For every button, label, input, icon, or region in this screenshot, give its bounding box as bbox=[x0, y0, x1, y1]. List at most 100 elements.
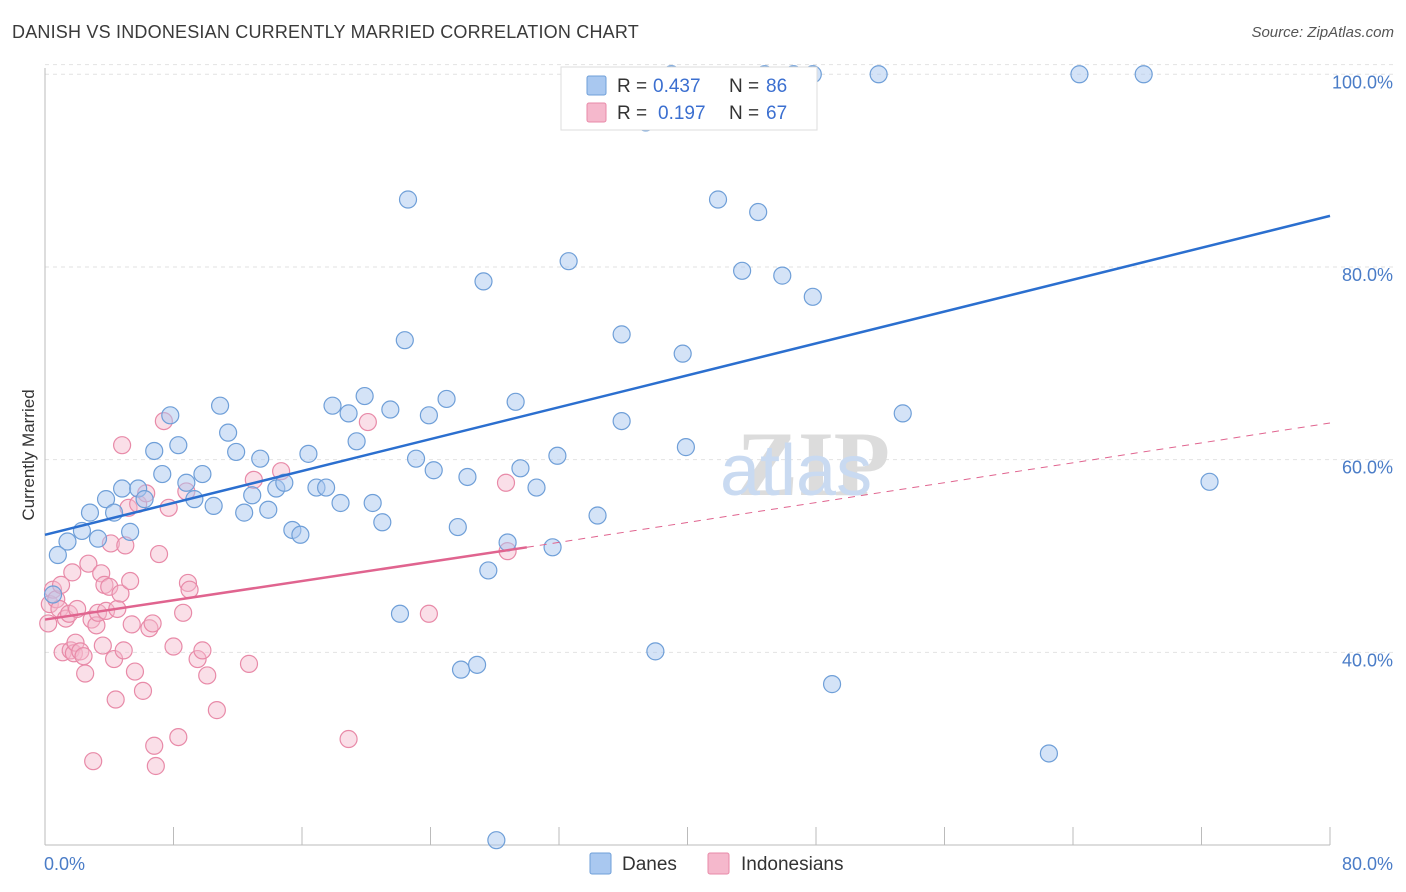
series-legend: Danes Indonesians bbox=[589, 852, 843, 875]
danes-point bbox=[161, 406, 180, 425]
danes-point bbox=[733, 261, 752, 280]
chart-title: DANISH VS INDONESIAN CURRENTLY MARRIED C… bbox=[12, 22, 639, 42]
danes-point bbox=[708, 190, 728, 209]
danes-point bbox=[259, 500, 278, 519]
indonesians-point bbox=[63, 563, 82, 582]
indonesians-points bbox=[39, 411, 517, 776]
danes-point bbox=[193, 464, 212, 484]
bottom-legend-swatch-indonesians bbox=[707, 852, 730, 875]
danes-point bbox=[204, 496, 223, 515]
indonesians-point bbox=[496, 473, 516, 492]
legend-n-label: N = bbox=[729, 103, 759, 124]
danes-point bbox=[331, 493, 350, 513]
source-credit: Source: ZipAtlas.com bbox=[1251, 24, 1394, 41]
indonesians-point bbox=[79, 554, 98, 573]
danes-point bbox=[448, 517, 467, 537]
indonesians-point bbox=[125, 662, 145, 681]
indonesians-point bbox=[121, 571, 140, 591]
legend-r-label: R = bbox=[617, 103, 647, 124]
indonesians-point bbox=[92, 564, 111, 583]
indonesians-point bbox=[358, 412, 377, 432]
danes-point bbox=[43, 585, 63, 604]
indonesians-point bbox=[76, 664, 95, 683]
indonesians-point bbox=[193, 641, 212, 660]
indonesians-point bbox=[164, 637, 183, 656]
indonesians-point bbox=[145, 736, 164, 755]
danes-point bbox=[395, 331, 414, 350]
danes-point bbox=[479, 561, 498, 580]
bottom-legend-swatch-danes bbox=[589, 852, 612, 875]
indonesians-point bbox=[114, 641, 133, 660]
indonesians-point bbox=[111, 584, 130, 603]
x-tick-label: 0.0% bbox=[44, 854, 85, 874]
danes-point bbox=[749, 202, 768, 222]
danes-point bbox=[398, 190, 418, 209]
danes-point bbox=[177, 473, 196, 492]
danes-point bbox=[803, 287, 822, 306]
y-tick-label: 100.0% bbox=[1332, 72, 1393, 92]
danes-point bbox=[1134, 65, 1153, 84]
indonesians-point bbox=[74, 647, 93, 666]
danes-point bbox=[406, 449, 426, 468]
indonesians-point bbox=[207, 701, 226, 720]
danes-point bbox=[291, 525, 310, 544]
danes-point bbox=[121, 522, 140, 541]
indonesians-point bbox=[93, 636, 112, 655]
indonesians-point bbox=[339, 729, 358, 749]
gridlines bbox=[45, 64, 1393, 653]
danes-point bbox=[251, 449, 270, 468]
watermark-atlas: atlas bbox=[720, 431, 872, 511]
danes-point bbox=[153, 464, 172, 484]
legend-r-label: R = bbox=[617, 76, 647, 97]
legend-r-value-indonesians: 0.197 bbox=[658, 103, 706, 124]
danes-point bbox=[467, 655, 487, 674]
danes-point bbox=[869, 65, 888, 84]
danes-point bbox=[822, 675, 842, 694]
danes-point bbox=[646, 642, 665, 661]
danes-point bbox=[227, 442, 246, 462]
stats-legend: R = 0.437 N = 86 R = 0.197 N = 67 bbox=[560, 66, 818, 131]
danes-point bbox=[506, 392, 525, 411]
danes-point bbox=[363, 493, 382, 513]
danes-point bbox=[548, 446, 567, 465]
danes-point bbox=[381, 400, 400, 419]
legend-n-value-indonesians: 67 bbox=[766, 103, 787, 124]
danes-point bbox=[1070, 65, 1089, 84]
danes-points bbox=[43, 65, 1219, 850]
indonesians-point bbox=[112, 436, 132, 455]
bottom-legend-indonesians: Indonesians bbox=[741, 854, 843, 875]
legend-n-label: N = bbox=[729, 76, 759, 97]
danes-point bbox=[169, 436, 188, 455]
danes-point bbox=[135, 490, 154, 509]
indonesians-point bbox=[174, 603, 193, 622]
danes-point bbox=[58, 532, 77, 551]
danes-point bbox=[80, 503, 100, 522]
indonesians-point bbox=[169, 727, 188, 747]
danes-point bbox=[511, 459, 530, 478]
indonesians-point bbox=[82, 610, 101, 629]
danes-point bbox=[487, 831, 506, 850]
indonesians-point bbox=[133, 681, 153, 700]
danes-point bbox=[612, 411, 631, 431]
axes: 40.0% 60.0% 80.0% 100.0% 0.0% 80.0% bbox=[44, 68, 1393, 874]
danes-point bbox=[458, 467, 477, 487]
danes-point bbox=[88, 529, 108, 548]
indonesians-trend-line bbox=[44, 546, 528, 621]
indonesians-point bbox=[178, 573, 198, 593]
watermark-zip: ZIP bbox=[737, 413, 890, 515]
indonesians-point bbox=[84, 752, 103, 771]
danes-point bbox=[893, 404, 912, 423]
danes-point bbox=[210, 396, 230, 415]
indonesians-point bbox=[143, 614, 162, 633]
indonesians-point bbox=[149, 544, 169, 564]
danes-point bbox=[355, 386, 374, 406]
danes-point bbox=[299, 444, 318, 463]
danes-point bbox=[219, 423, 238, 442]
danes-point bbox=[559, 252, 578, 271]
indonesians-point bbox=[106, 690, 125, 709]
danes-point bbox=[612, 325, 631, 344]
y-tick-label: 40.0% bbox=[1342, 650, 1393, 670]
danes-point bbox=[323, 396, 342, 415]
danes-point bbox=[773, 266, 792, 285]
